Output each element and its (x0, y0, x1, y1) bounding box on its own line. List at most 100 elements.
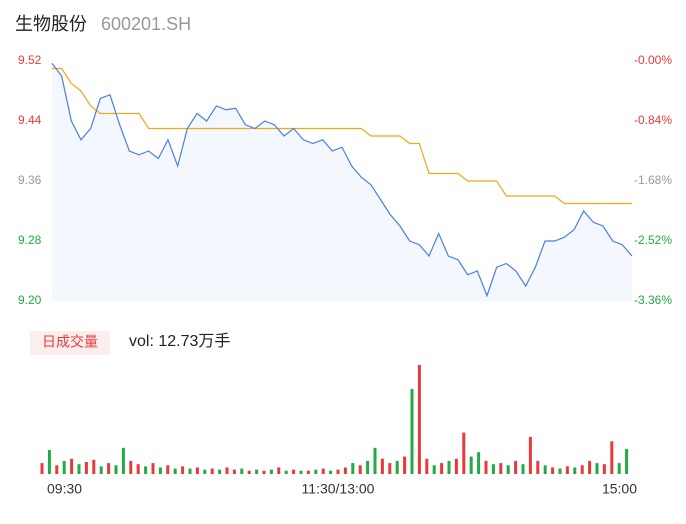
volume-bar (514, 460, 518, 474)
volume-bar (77, 464, 81, 474)
volume-bar (610, 441, 614, 474)
volume-bar (602, 464, 606, 474)
y-tick-label: 9.44 (18, 113, 42, 127)
volume-total: vol: 12.73万手 (129, 332, 230, 350)
volume-bar (528, 436, 532, 474)
volume-bar (210, 468, 214, 474)
volume-bar (625, 448, 629, 474)
volume-bar (580, 465, 584, 474)
volume-bar (55, 465, 59, 474)
volume-bar (84, 462, 88, 474)
volume-bar (225, 467, 229, 474)
volume-bar (521, 464, 525, 474)
volume-bar (558, 468, 562, 474)
volume-bar (329, 470, 333, 474)
volume-bar (40, 463, 44, 474)
x-tick-label: 15:00 (602, 481, 637, 497)
volume-bar (299, 470, 303, 474)
x-tick-label: 11:30/13:00 (302, 481, 375, 497)
volume-bar (99, 466, 103, 474)
volume-bar (92, 459, 96, 474)
volume-bar (484, 460, 488, 474)
volume-bar (121, 447, 125, 474)
volume-bar (506, 465, 510, 474)
volume-bar (188, 468, 192, 474)
y-tick-label: 9.36 (18, 173, 42, 187)
volume-bar (107, 463, 111, 474)
volume-bar (617, 463, 621, 474)
y2-tick-label: -1.68% (634, 173, 672, 187)
volume-tab-bg (30, 331, 110, 355)
x-tick-label: 09:30 (47, 481, 82, 497)
volume-bar (573, 467, 577, 474)
volume-bar (380, 458, 384, 474)
volume-bar (447, 460, 451, 474)
volume-bar (70, 458, 74, 474)
volume-bar (314, 469, 318, 474)
volume-bar (277, 467, 281, 474)
volume-bar (306, 470, 310, 474)
volume-bar (269, 469, 273, 474)
volume-bar (144, 466, 148, 474)
average-line (52, 67, 632, 205)
volume-bar (536, 460, 540, 474)
volume-bar (114, 465, 118, 474)
volume-bar (462, 432, 466, 474)
y2-tick-label: -2.52% (634, 233, 672, 247)
volume-bar (432, 465, 436, 474)
volume-bar (440, 463, 444, 474)
volume-bar (595, 463, 599, 474)
volume-bar (284, 470, 288, 474)
volume-bar (321, 468, 325, 474)
volume-bar (477, 452, 481, 474)
volume-bar (203, 469, 207, 474)
stock-name: 生物股份 (15, 14, 87, 34)
volume-bar (292, 469, 296, 474)
volume-bar (551, 467, 555, 474)
volume-bar (366, 460, 370, 474)
y2-tick-label: -3.36% (634, 293, 672, 307)
y-tick-label: 9.28 (18, 233, 42, 247)
volume-bar (588, 460, 592, 474)
volume-bar (47, 450, 51, 474)
volume-bar (425, 458, 429, 474)
volume-bar (151, 463, 155, 474)
volume-bar (469, 456, 473, 474)
volume-bar (491, 464, 495, 474)
volume-bar (395, 460, 399, 474)
volume-bar (129, 460, 133, 474)
y2-tick-label: -0.00% (634, 53, 672, 67)
volume-bar (351, 463, 355, 474)
volume-bar (181, 466, 185, 474)
volume-bar (388, 463, 392, 474)
y-tick-label: 9.20 (18, 293, 42, 307)
volume-bar (543, 465, 547, 474)
volume-bar (166, 465, 170, 474)
volume-bar (373, 447, 377, 474)
volume-bar (247, 470, 251, 474)
volume-bar (136, 464, 140, 474)
volume-bar (173, 468, 177, 474)
volume-bar (255, 469, 259, 474)
volume-tab[interactable]: 日成交量 (42, 334, 98, 350)
y2-tick-label: -0.84% (634, 113, 672, 127)
volume-bar (454, 458, 458, 474)
stock-code: 600201.SH (101, 14, 191, 34)
volume-bar (565, 466, 569, 474)
price-line (51, 62, 633, 298)
volume-bar (158, 467, 162, 474)
volume-bar (417, 365, 421, 474)
volume-bar (343, 467, 347, 474)
volume-bar (499, 463, 503, 474)
price-area (52, 63, 632, 301)
volume-bar (62, 460, 66, 474)
volume-bar (232, 469, 236, 474)
volume-bar (336, 469, 340, 474)
volume-bar (240, 468, 244, 474)
volume-bar (403, 456, 407, 474)
y-tick-label: 9.52 (18, 53, 42, 67)
volume-bar (358, 465, 362, 474)
volume-bar (410, 388, 414, 474)
